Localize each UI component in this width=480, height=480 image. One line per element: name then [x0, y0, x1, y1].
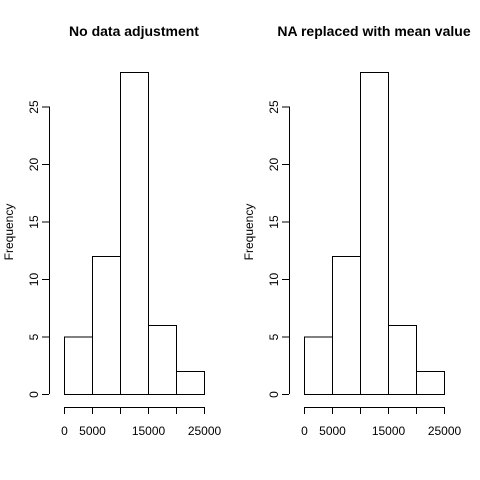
- histogram-bar: [120, 72, 149, 395]
- y-tick-label: 25: [27, 100, 41, 114]
- x-tick-label: 5000: [319, 424, 346, 438]
- bars: [64, 72, 205, 395]
- histogram-bar: [388, 325, 417, 395]
- histogram-bar: [64, 336, 93, 395]
- histogram-bar: [148, 325, 177, 395]
- histogram-bar: [304, 336, 333, 395]
- x-tick-label: 0: [61, 424, 68, 438]
- chart-title: NA replaced with mean value: [277, 23, 470, 39]
- x-tick-label: 15000: [372, 424, 406, 438]
- x-tick-label: 25000: [188, 424, 222, 438]
- y-tick-label: 0: [267, 391, 281, 398]
- histogram-bar: [360, 72, 389, 395]
- x-tick-label: 15000: [132, 424, 166, 438]
- histogram-bar: [176, 371, 205, 395]
- y-tick-label: 20: [27, 158, 41, 172]
- x-tick-label: 25000: [428, 424, 462, 438]
- x-tick-label: 0: [301, 424, 308, 438]
- y-tick-label: 0: [27, 391, 41, 398]
- histogram-panel-left: No data adjustment Frequency 0 5000 15000 2…: [2, 23, 222, 438]
- x-tick-label: 5000: [79, 424, 106, 438]
- y-axis: 0 5 10 15 20 25: [27, 100, 50, 398]
- x-axis: 0 5000 15000 25000: [61, 407, 222, 438]
- y-tick-label: 15: [267, 215, 281, 229]
- y-tick-label: 15: [27, 215, 41, 229]
- y-axis-label: Frequency: [2, 204, 16, 261]
- chart-title: No data adjustment: [69, 23, 199, 39]
- histogram-bar: [92, 256, 121, 395]
- y-tick-label: 10: [267, 273, 281, 287]
- y-tick-label: 25: [267, 100, 281, 114]
- bars: [304, 72, 445, 395]
- y-axis-label: Frequency: [242, 204, 256, 261]
- histogram-bar: [416, 371, 445, 395]
- y-tick-label: 5: [27, 333, 41, 340]
- y-tick-label: 20: [267, 158, 281, 172]
- x-axis: 0 5000 15000 25000: [301, 407, 462, 438]
- y-tick-label: 10: [27, 273, 41, 287]
- histogram-bar: [332, 256, 361, 395]
- y-axis: 0 5 10 15 20 25: [267, 100, 290, 398]
- y-tick-label: 5: [267, 333, 281, 340]
